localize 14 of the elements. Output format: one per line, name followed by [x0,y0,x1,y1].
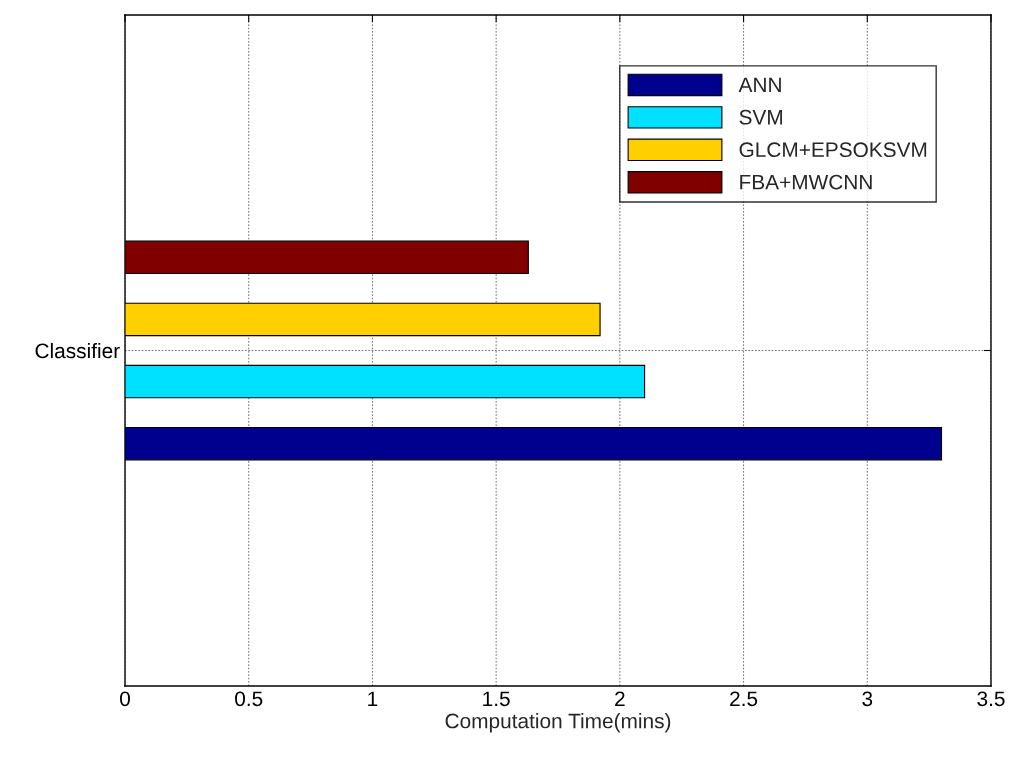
x-tick-label: 3 [862,691,873,707]
y-tick-label: Classifier [35,342,120,359]
x-tick-label: 2 [615,691,625,706]
x-tick-label: 2.5 [730,691,758,707]
legend-label: FBA+MWCNN [740,174,872,190]
legend-label: ANN [738,77,781,92]
x-axis-title: Computation Time(mins) [445,713,671,733]
legend-label: GLCM+EPSOKSVM [739,142,927,158]
x-tick-label: 3.5 [977,691,1005,707]
x-tick-label: 0 [120,691,130,707]
legend-label: SVM [739,109,782,125]
x-tick-label: 0.5 [235,691,263,707]
x-tick-label: 1.5 [483,691,510,707]
x-tick-label: 1 [368,691,378,706]
